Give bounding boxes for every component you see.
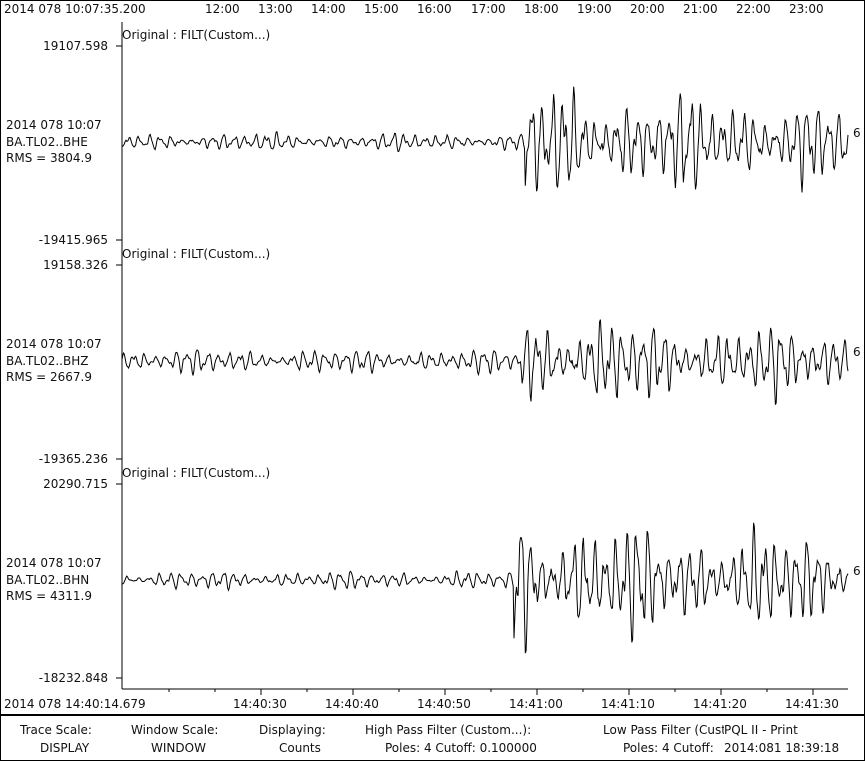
trace-rms: RMS = 4311.9 [6, 589, 92, 603]
low-pass-filter-value: Poles: 4 Cutoff: [623, 741, 714, 755]
y-axis [116, 22, 123, 689]
hour-tick-label: 13:00 [258, 2, 293, 16]
footer-start-time: 2014 078 14:40:14.679 [4, 697, 146, 711]
trace-title: Original : FILT(Custom...) [122, 247, 271, 261]
hour-tick-label: 19:00 [577, 2, 612, 16]
hour-tick-label: 22:00 [736, 2, 771, 16]
hour-tick-label: 15:00 [364, 2, 399, 16]
trace-title: Original : FILT(Custom...) [122, 28, 271, 42]
trace-right-label: 6 [853, 564, 861, 578]
waveform-trace [122, 86, 849, 193]
trace-right-label: 6 [853, 126, 861, 140]
trace-rms: RMS = 3804.9 [6, 151, 92, 165]
trace-scale-label: Trace Scale: [20, 723, 92, 737]
seconds-tick-label: 14:41:30 [785, 697, 839, 711]
hour-tick-label: 21:00 [683, 2, 718, 16]
seconds-tick-label: 14:41:10 [601, 697, 655, 711]
waveform-trace [121, 319, 849, 405]
seconds-tick-label: 14:40:40 [325, 697, 379, 711]
hour-tick-label: 14:00 [311, 2, 346, 16]
trace-date: 2014 078 10:07 [6, 337, 102, 351]
header-start-time: 2014 078 10:07:35.200 [4, 2, 146, 16]
window-scale-label: Window Scale: [131, 723, 219, 737]
trace-min-value: -19415.965 [38, 233, 108, 247]
trace-max-value: 19158.326 [43, 258, 108, 272]
hour-tick-label: 12:00 [205, 2, 240, 16]
hour-tick-label: 17:00 [471, 2, 506, 16]
x-axis-seconds [122, 688, 848, 695]
trace-max-value: 20290.715 [43, 477, 108, 491]
trace-right-label: 6 [853, 345, 861, 359]
displaying-value: Counts [279, 741, 321, 755]
window-scale-value: WINDOW [151, 741, 206, 755]
hour-tick-label: 23:00 [789, 2, 824, 16]
hour-tick-label: 16:00 [417, 2, 452, 16]
high-pass-filter-value: Poles: 4 Cutoff: 0.100000 [385, 741, 537, 755]
trace-scale-value: DISPLAY [40, 741, 90, 755]
hour-tick-label: 18:00 [524, 2, 559, 16]
low-pass-filter-label: Low Pass Filter (Cust [603, 723, 724, 737]
seconds-tick-label: 14:40:30 [233, 697, 287, 711]
trace-min-value: -19365.236 [38, 452, 108, 466]
trace-min-value: -18232.848 [38, 671, 108, 685]
trace-station: BA.TL02..BHN [6, 573, 90, 587]
print-timestamp: 2014:081 18:39:18 [724, 741, 840, 755]
status-separator [0, 714, 865, 716]
trace-date: 2014 078 10:07 [6, 556, 102, 570]
trace-title: Original : FILT(Custom...) [122, 466, 271, 480]
seconds-tick-label: 14:40:50 [417, 697, 471, 711]
waveform-trace [121, 522, 849, 654]
trace-max-value: 19107.598 [43, 39, 108, 53]
trace-station: BA.TL02..BHZ [6, 354, 89, 368]
displaying-label: Displaying: [259, 723, 326, 737]
trace-date: 2014 078 10:07 [6, 118, 102, 132]
hour-tick-label: 20:00 [630, 2, 665, 16]
app-name: PQL II - Print [724, 723, 798, 737]
high-pass-filter-label: High Pass Filter (Custom...): [365, 723, 532, 737]
seconds-tick-label: 14:41:00 [509, 697, 563, 711]
trace-rms: RMS = 2667.9 [6, 370, 92, 384]
seconds-tick-label: 14:41:20 [693, 697, 747, 711]
trace-station: BA.TL02..BHE [6, 135, 88, 149]
